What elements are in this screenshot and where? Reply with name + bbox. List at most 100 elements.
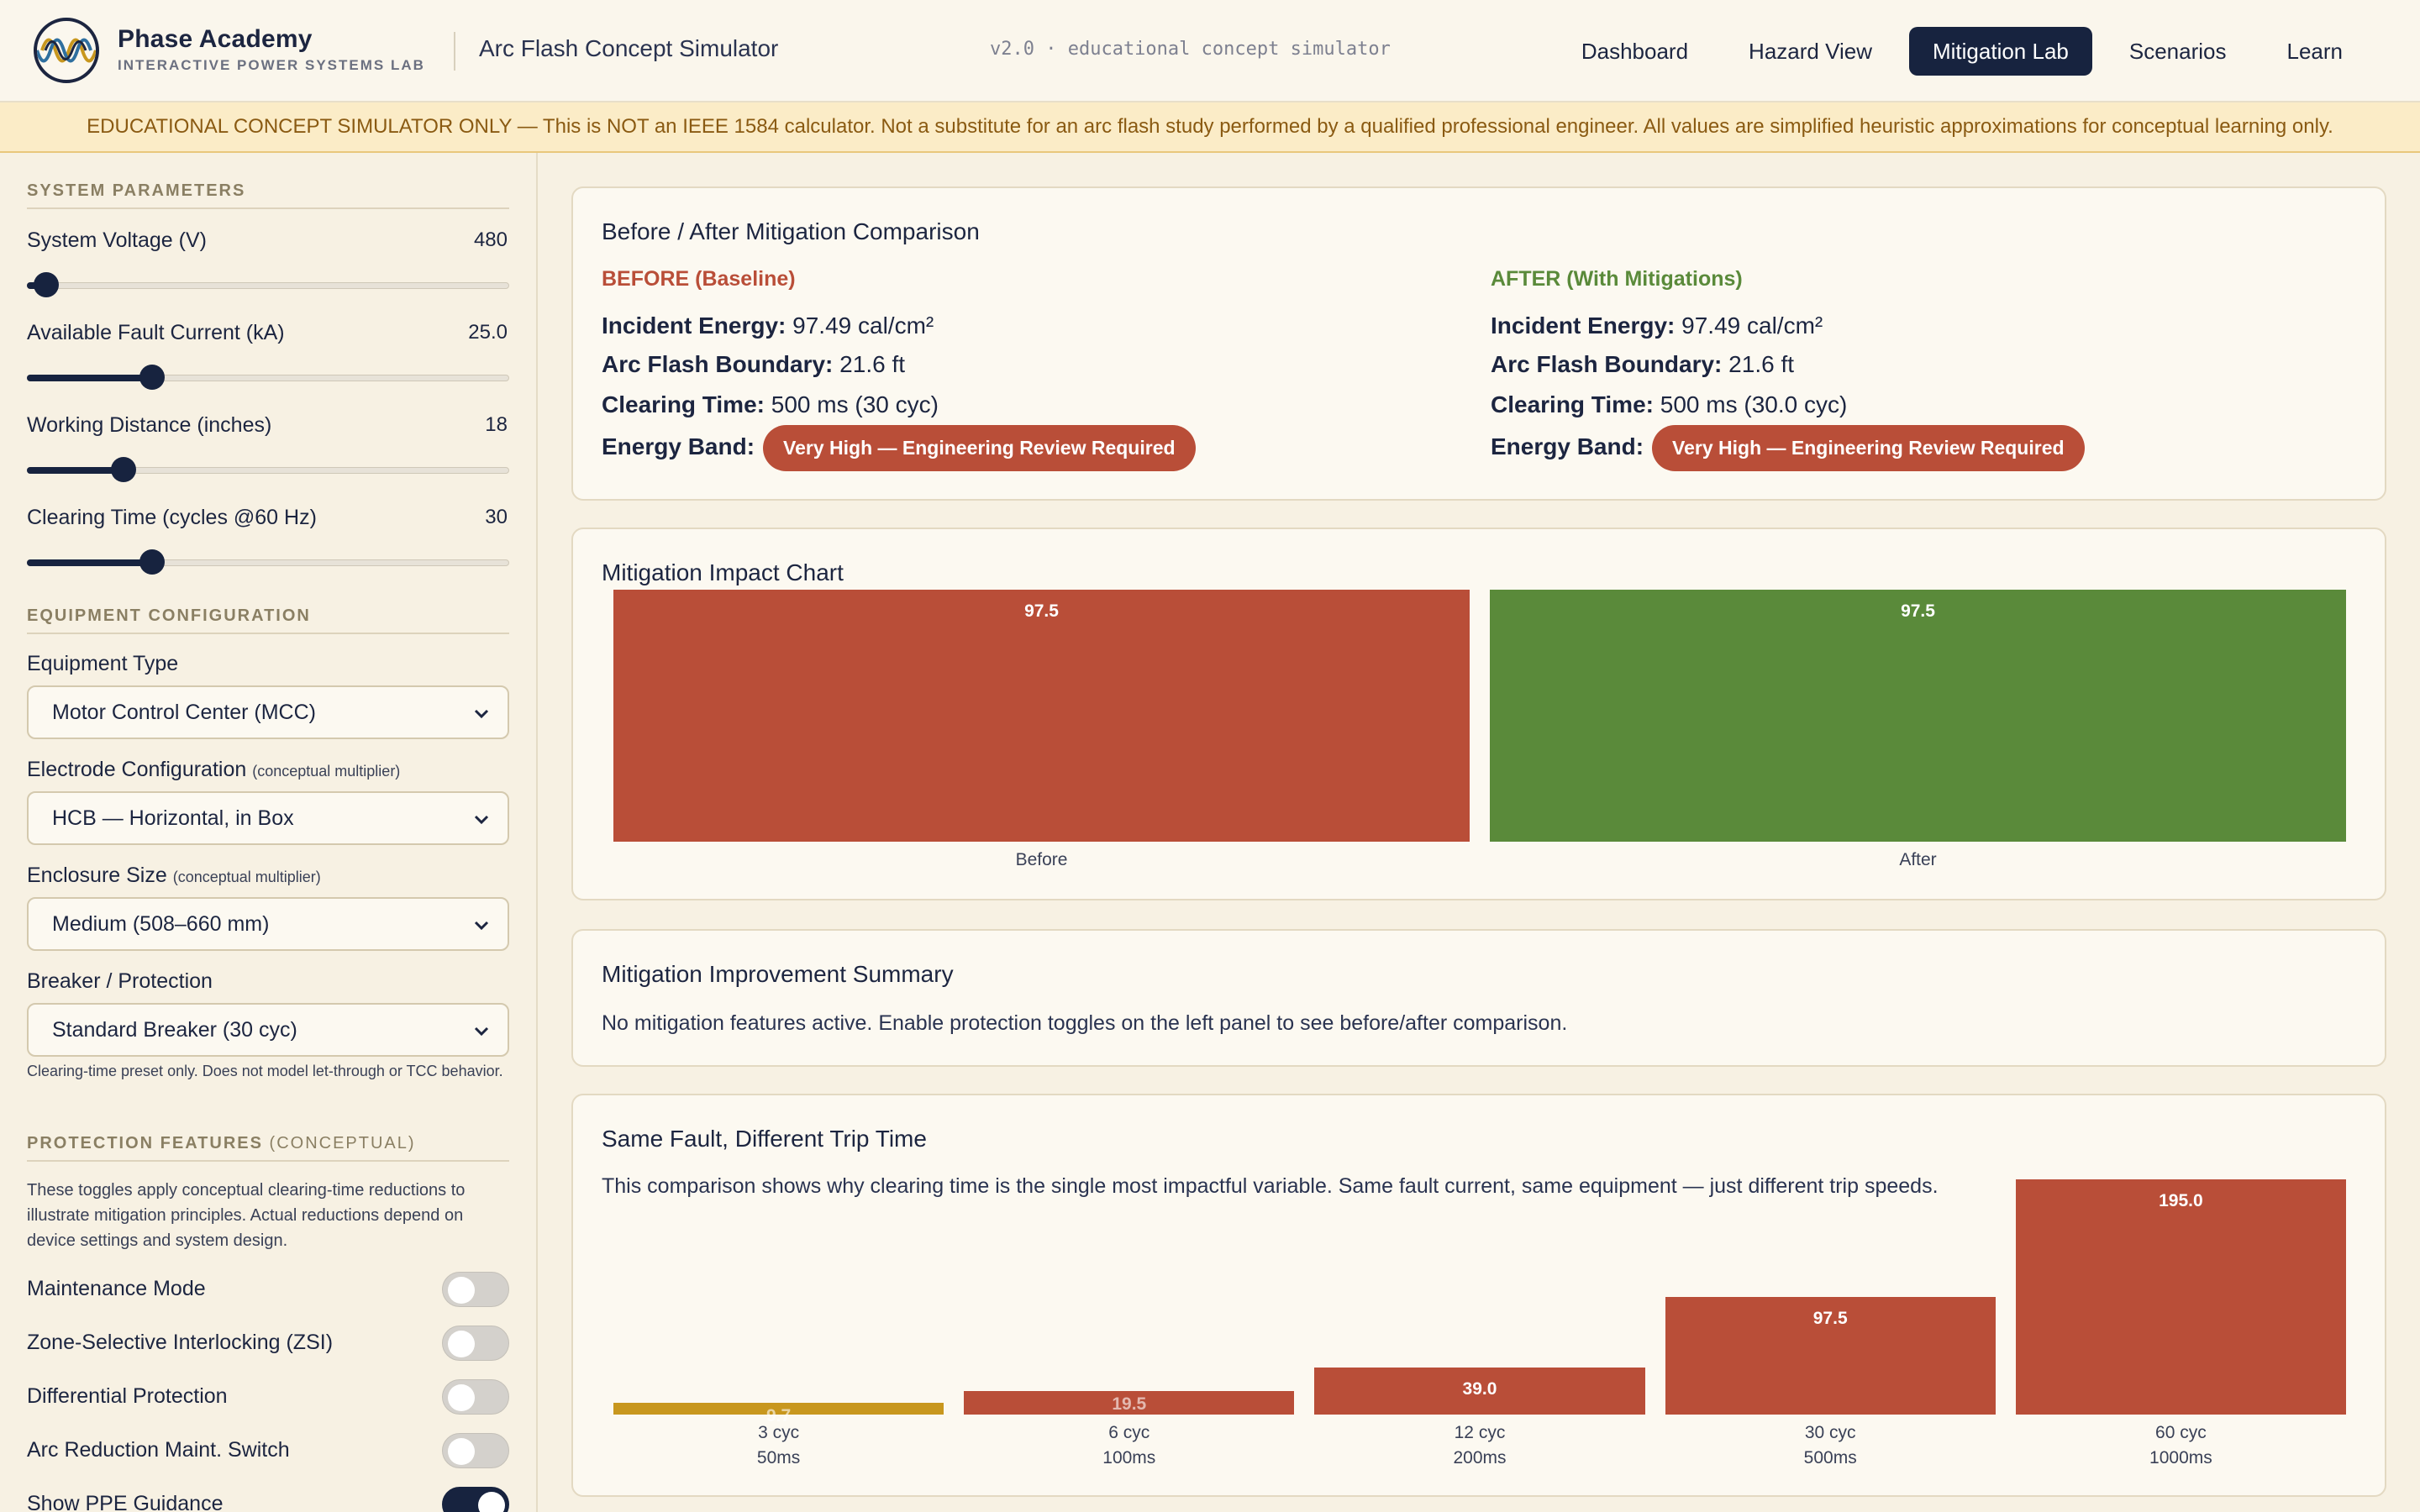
chevron-down-icon: [474, 815, 489, 825]
metric-value: 21.6 ft: [1728, 351, 1795, 377]
param-fault-current-value: 25.0: [468, 321, 508, 344]
after-heading: AFTER (With Mitigations): [1491, 267, 1743, 291]
toggle-row-zsi: Zone-Selective Interlocking (ZSI): [27, 1326, 509, 1361]
chart-tick-label: Before: [1015, 850, 1068, 869]
breaker-note: Clearing-time preset only. Does not mode…: [27, 1063, 503, 1079]
param-fault-current-label: Available Fault Current (kA): [27, 321, 285, 344]
version-label: v2.0 · educational concept simulator: [990, 39, 1391, 60]
chart-tick-label: 3 cyc: [758, 1423, 800, 1442]
after-incident-energy: Incident Energy: 97.49 cal/cm²: [1491, 312, 1823, 339]
chart-data-label: 97.5: [1812, 1309, 1848, 1328]
chart-data-label: 195.0: [2159, 1191, 2203, 1210]
toggle-label: Zone-Selective Interlocking (ZSI): [27, 1331, 334, 1354]
breaker-label: Breaker / Protection: [27, 969, 213, 993]
ppe-guidance-toggle[interactable]: [442, 1487, 509, 1512]
nav-learn[interactable]: Learn: [2286, 38, 2344, 64]
status-badge: Very High — Engineering Review Required: [763, 425, 1196, 471]
before-boundary: Arc Flash Boundary: 21.6 ft: [602, 351, 905, 378]
clearing-time-slider[interactable]: [27, 549, 509, 575]
chart-bar-12-cyc: 39.0: [1314, 1368, 1645, 1415]
after-clearing-time: Clearing Time: 500 ms (30.0 cyc): [1491, 391, 1847, 418]
chart-data-label: 97.5: [1024, 601, 1059, 621]
chart-tick-sublabel: 200ms: [1453, 1448, 1507, 1467]
electrode-label: Electrode Configuration (conceptual mult…: [27, 758, 400, 782]
metric-label: Clearing Time:: [602, 391, 765, 417]
differential-protection-toggle[interactable]: [442, 1379, 509, 1415]
summary-text: No mitigation features active. Enable pr…: [602, 1011, 1568, 1035]
chart-bar-30-cyc: 97.5: [1665, 1297, 1996, 1415]
electrode-label-text: Electrode Configuration: [27, 758, 247, 781]
metric-value: 500 ms (30.0 cyc): [1660, 391, 1848, 417]
metric-label: Clearing Time:: [1491, 391, 1654, 417]
equipment-type-select[interactable]: Motor Control Center (MCC): [27, 685, 509, 739]
chart-tick-label: 6 cyc: [1108, 1423, 1150, 1442]
toggle-label: Arc Reduction Maint. Switch: [27, 1438, 290, 1462]
slider-fill: [27, 467, 124, 474]
equipment-type-value: Motor Control Center (MCC): [52, 700, 316, 724]
electrode-note: (conceptual multiplier): [252, 763, 401, 780]
metric-label: Energy Band:: [1491, 433, 1644, 459]
slider-thumb[interactable]: [33, 272, 59, 297]
enclosure-label: Enclosure Size (conceptual multiplier): [27, 864, 321, 888]
comparison-title: Before / After Mitigation Comparison: [602, 218, 980, 244]
summary-title: Mitigation Improvement Summary: [602, 961, 954, 987]
working-distance-slider[interactable]: [27, 457, 509, 482]
chevron-down-icon: [474, 921, 489, 931]
metric-label: Incident Energy:: [602, 312, 786, 339]
trip-time-description: This comparison shows why clearing time …: [602, 1174, 1939, 1198]
chart-bar-before: 97.5: [613, 590, 1470, 842]
chart-tick-label: 60 cyc: [2155, 1423, 2207, 1442]
arc-reduction-switch-toggle[interactable]: [442, 1433, 509, 1468]
header-divider: [454, 32, 455, 71]
chart-tick-sublabel: 50ms: [756, 1448, 801, 1467]
nav-scenarios[interactable]: Scenarios: [2128, 38, 2227, 64]
slider-track: [27, 282, 509, 289]
chart-data-label: 39.0: [1462, 1379, 1497, 1399]
breaker-select[interactable]: Standard Breaker (30 cyc): [27, 1003, 509, 1057]
section-equipment-configuration: EQUIPMENT CONFIGURATION: [27, 606, 509, 634]
chart-tick-label: After: [1899, 850, 1937, 869]
impact-chart-title: Mitigation Impact Chart: [602, 559, 844, 585]
slider-thumb[interactable]: [139, 365, 166, 390]
metric-value: 97.49 cal/cm²: [792, 312, 934, 339]
toggle-knob: [448, 1438, 475, 1465]
status-badge: Very High — Engineering Review Required: [1652, 425, 2085, 471]
nav-hazard-view[interactable]: Hazard View: [1749, 38, 1872, 64]
equipment-type-label: Equipment Type: [27, 652, 179, 675]
metric-label: Energy Band:: [602, 433, 755, 459]
before-clearing-time: Clearing Time: 500 ms (30 cyc): [602, 391, 939, 418]
electrode-value: HCB — Horizontal, in Box: [52, 806, 294, 830]
voltage-slider[interactable]: [27, 272, 509, 297]
metric-value: 500 ms (30 cyc): [771, 391, 939, 417]
before-incident-energy: Incident Energy: 97.49 cal/cm²: [602, 312, 934, 339]
chart-bar-3-cyc: 9.7: [613, 1403, 944, 1425]
nav-dashboard[interactable]: Dashboard: [1581, 38, 1689, 64]
slider-thumb[interactable]: [110, 457, 136, 482]
enclosure-select[interactable]: Medium (508–660 mm): [27, 897, 509, 951]
chart-data-label: 97.5: [1901, 601, 1935, 621]
toggle-label: Differential Protection: [27, 1384, 228, 1408]
toggle-label: Maintenance Mode: [27, 1277, 206, 1300]
fault-current-slider[interactable]: [27, 365, 509, 390]
metric-label: Incident Energy:: [1491, 312, 1676, 339]
brand: Phase Academy INTERACTIVE POWER SYSTEMS …: [118, 25, 425, 74]
param-working-distance-label: Working Distance (inches): [27, 413, 272, 437]
summary-panel: Mitigation Improvement Summary No mitiga…: [571, 929, 2386, 1067]
chart-tick-label: 30 cyc: [1804, 1423, 1856, 1442]
electrode-select[interactable]: HCB — Horizontal, in Box: [27, 791, 509, 845]
param-clearing-time-label: Clearing Time (cycles @60 Hz): [27, 506, 317, 529]
enclosure-label-text: Enclosure Size: [27, 864, 167, 887]
slider-fill: [27, 375, 153, 381]
zsi-toggle[interactable]: [442, 1326, 509, 1361]
maintenance-mode-toggle[interactable]: [442, 1272, 509, 1307]
chart-bar-60-cyc: 195.0: [2015, 1179, 2346, 1415]
breaker-value: Standard Breaker (30 cyc): [52, 1017, 297, 1042]
app-title: Arc Flash Concept Simulator: [479, 35, 779, 61]
toggle-row-arms: Arc Reduction Maint. Switch: [27, 1433, 509, 1468]
slider-fill: [27, 559, 153, 566]
nav-mitigation-lab[interactable]: Mitigation Lab: [1908, 27, 2092, 76]
slider-thumb[interactable]: [139, 549, 166, 575]
comparison-panel: Before / After Mitigation Comparison BEF…: [571, 186, 2386, 501]
param-clearing-time-value: 30: [485, 506, 508, 528]
before-energy-band: Energy Band: Very High — Engineering Revi…: [602, 425, 1196, 471]
